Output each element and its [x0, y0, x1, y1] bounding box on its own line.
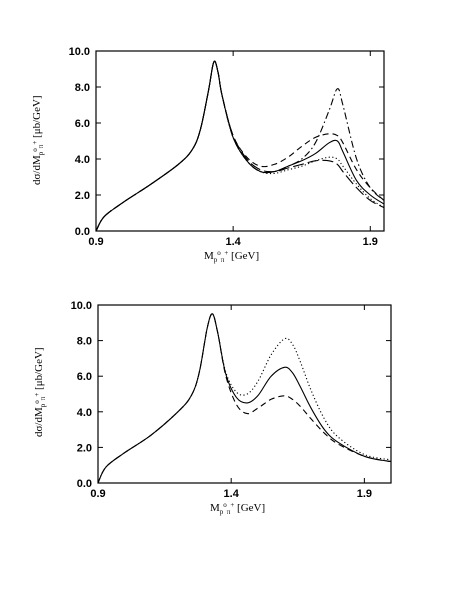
x-tick-label: 0.9: [90, 488, 105, 500]
y-tick-label: 10.0: [71, 300, 92, 312]
series-line-long-dash: [95, 60, 385, 232]
x-axis-label: Mpoπ+ [GeV]: [210, 501, 265, 516]
y-tick-label: 4.0: [75, 154, 90, 166]
y-tick-label: 0.0: [77, 478, 92, 490]
series-line-dotted: [97, 313, 392, 484]
y-tick-label: 10.0: [69, 46, 90, 58]
series-line-solid: [97, 313, 392, 484]
x-tick-label: 1.4: [225, 236, 241, 248]
series-line-dotted: [95, 60, 385, 232]
plot-frame: [97, 304, 392, 484]
x-tick-label: 0.9: [88, 236, 103, 248]
y-tick-label: 6.0: [75, 118, 90, 130]
y-tick-label: 4.0: [77, 407, 92, 419]
x-tick-label: 1.4: [224, 488, 240, 500]
y-axis-label: dσ/dMpoπ+ [μb/GeV]: [33, 347, 47, 437]
chart-panel-bottom: 0.0 2.0 4.0 6.0 8.0 10.0 0.9 1.4 1.9 dσ/dMpoπ+ …: [33, 300, 392, 516]
y-tick-label: 8.0: [75, 82, 90, 94]
y-tick-label: 2.0: [75, 190, 90, 202]
y-tick-label: 0.0: [75, 226, 90, 238]
chart-panel-top: 0.0 2.0 4.0 6.0 8.0 10.0 0.9 1.4 1.9 dσ/dMpoπ+ …: [31, 46, 385, 264]
y-axis-label: dσ/dMpoπ+ [μb/GeV]: [31, 95, 45, 185]
y-tick-label: 6.0: [77, 371, 92, 383]
y-tick-label: 8.0: [77, 336, 92, 348]
plot-frame: [95, 50, 385, 232]
y-tick-label: 2.0: [77, 442, 92, 454]
x-tick-label: 1.9: [363, 236, 378, 248]
x-tick-label: 1.9: [357, 488, 372, 500]
x-axis-label: Mpoπ+ [GeV]: [204, 249, 259, 264]
series-line-solid: [95, 60, 385, 232]
series-line-dashed: [97, 313, 392, 484]
